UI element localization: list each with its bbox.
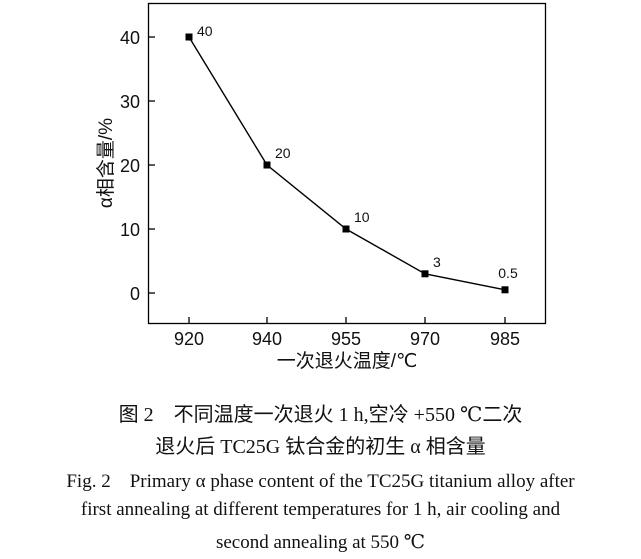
caption-en-line1: Fig. 2 Primary α phase content of the TC… xyxy=(66,471,575,492)
caption-zh-line1: 图 2 不同温度一次退火 1 h,空冷 +550 ℃二次 xyxy=(118,404,523,426)
data-point xyxy=(501,286,509,294)
x-tick-label: 955 xyxy=(331,329,361,349)
y-axis-label: α相含量/% xyxy=(95,118,117,208)
y-tick-label: 20 xyxy=(120,156,140,176)
x-tick-label: 985 xyxy=(490,329,520,349)
data-label: 20 xyxy=(275,145,291,161)
y-tick-label: 40 xyxy=(120,28,140,48)
chart: 0 10 20 30 40 920 940 955 970 985 40 20 10 3 0.5 一次退… xyxy=(95,2,547,372)
y-tick-label: 10 xyxy=(120,220,140,240)
data-point xyxy=(185,33,193,41)
y-tick-label: 30 xyxy=(120,92,140,112)
data-label: 3 xyxy=(433,254,441,270)
data-point xyxy=(263,161,271,169)
caption-en-line3: second annealing at 550 ℃ xyxy=(215,532,426,553)
x-tick-label: 970 xyxy=(410,329,440,349)
caption-en-line2: first annealing at different temperature… xyxy=(80,499,561,520)
plot-frame xyxy=(147,2,547,325)
x-tick-label: 940 xyxy=(252,329,282,349)
x-tick-label: 920 xyxy=(174,329,204,349)
caption-zh-line2: 退火后 TC25G 钛合金的初生 α 相含量 xyxy=(155,436,486,458)
x-axis-label: 一次退火温度/℃ xyxy=(277,350,418,372)
data-point xyxy=(342,225,350,233)
y-tick-label: 0 xyxy=(130,284,140,304)
data-label: 0.5 xyxy=(498,265,518,281)
data-point xyxy=(421,270,429,278)
series-line xyxy=(188,36,506,291)
data-label: 10 xyxy=(354,209,370,225)
data-label: 40 xyxy=(197,23,213,39)
